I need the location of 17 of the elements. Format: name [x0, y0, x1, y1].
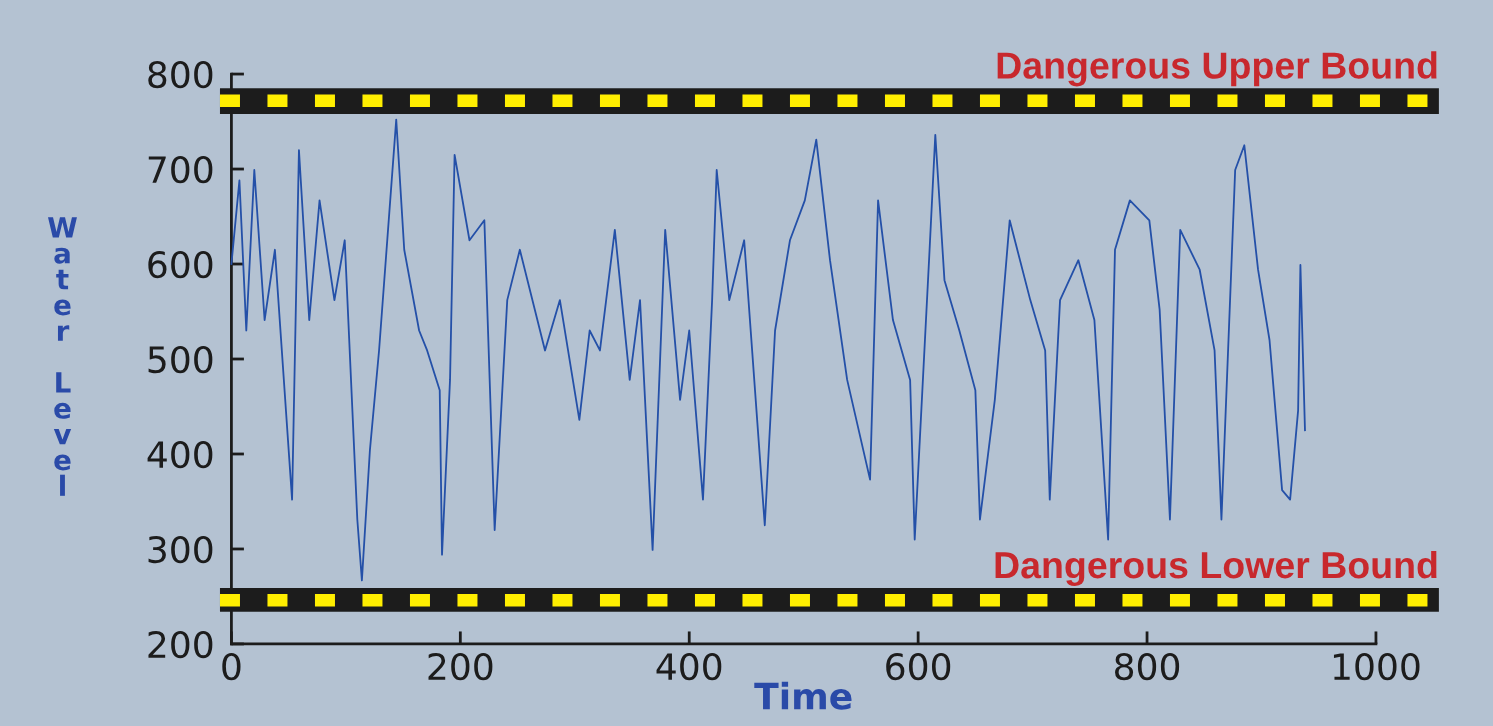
- y-tick-label: 600: [148, 250, 213, 279]
- y-tick-label: 300: [148, 535, 213, 564]
- y-tick-label: 800: [148, 60, 213, 89]
- ref-line-label: Dangerous Upper Bound: [997, 51, 1437, 87]
- x-tick-label: 400: [656, 652, 722, 681]
- x-tick-label: 200: [428, 652, 493, 681]
- x-tick-label: 600: [886, 652, 951, 681]
- y-tick-label: 700: [148, 155, 213, 184]
- y-tick-label: 400: [147, 440, 213, 469]
- text: Water Level: [48, 217, 77, 496]
- x-tick-label: 1000: [1333, 652, 1420, 681]
- y-tick-label: 500: [148, 345, 213, 374]
- x-tick-label: 800: [1115, 652, 1180, 681]
- y-tick-label: 200: [148, 630, 213, 659]
- ref-line-label: Dangerous Lower Bound: [995, 550, 1437, 587]
- x-axis-title: Time: [754, 681, 852, 710]
- x-tick-label: 0: [222, 652, 241, 681]
